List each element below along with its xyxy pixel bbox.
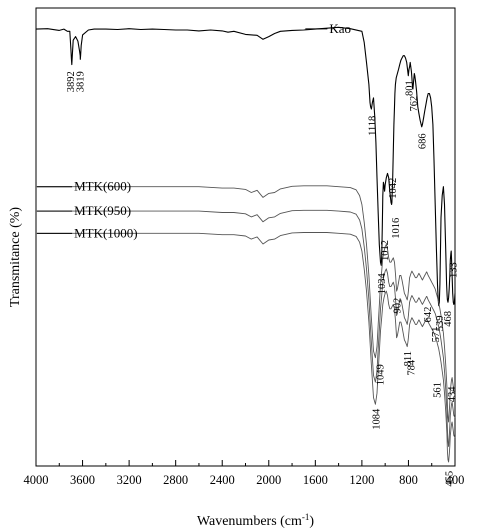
peak-label: 1084 [371, 408, 382, 430]
peak-label: 133 [449, 262, 460, 278]
peak-label: 434 [447, 386, 458, 403]
peak-label: 468 [443, 311, 454, 327]
series-line-mtk-1000 [36, 232, 456, 463]
peak-label: 1012 [380, 240, 391, 261]
peak-label: 1016 [391, 218, 402, 239]
series-layer [35, 26, 456, 463]
series-line-mtk-600 [36, 185, 456, 423]
x-tick-label: 2000 [256, 473, 281, 487]
peak-label: 1118 [367, 116, 378, 136]
peak-label: 3892 [66, 71, 77, 92]
series-line-kao [35, 26, 456, 307]
peak-label: 784 [406, 359, 417, 376]
peak-label: 539 [435, 316, 446, 332]
series-label-mtk-600: MTK(600) [74, 179, 131, 194]
peak-label: 1049 [376, 364, 387, 385]
x-tick-label: 3600 [70, 473, 95, 487]
x-axis-title-sup: -1 [302, 512, 310, 522]
series-label-kao: Kao [329, 21, 351, 36]
peak-label: 902 [393, 298, 404, 314]
x-tick-label: 1600 [303, 473, 328, 487]
x-tick-label: 1200 [349, 473, 374, 487]
series-label-mtk-1000: MTK(1000) [74, 225, 138, 240]
peak-label: 3819 [76, 71, 87, 92]
peak-label: 1034 [377, 273, 388, 295]
x-tick-label: 400 [446, 473, 465, 487]
x-tick-label: 3200 [117, 473, 142, 487]
x-tick-label: 2800 [163, 473, 188, 487]
x-tick-label: 4000 [24, 473, 49, 487]
x-axis: 4000 3600 3200 2800 2400 2000 1600 1200 800 400 [24, 460, 465, 487]
peak-label: 686 [418, 133, 429, 149]
series-line-mtk-950 [36, 209, 456, 447]
peak-label: 801 [404, 80, 415, 96]
x-axis-title-close: ) [309, 514, 314, 529]
series-label-mtk-950: MTK(950) [74, 203, 131, 218]
peak-label: 1042 [388, 178, 399, 199]
peak-label: 642 [423, 307, 434, 323]
x-axis-title-main: Wavenumbers (cm [197, 514, 302, 529]
peak-label: 811 [403, 351, 414, 366]
x-tick-label: 2400 [210, 473, 235, 487]
peak-label: 762 [409, 96, 420, 112]
peak-label: 571 [431, 327, 442, 343]
y-axis-title: Transmitance (%) [8, 207, 23, 308]
x-tick-label: 800 [399, 473, 418, 487]
series-labels: Kao MTK(600) MTK(950) MTK(1000) [37, 21, 351, 240]
x-axis-title: Wavenumbers (cm-1) [197, 512, 315, 529]
peak-label: 561 [432, 382, 443, 398]
peak-label: 455 [445, 471, 456, 487]
